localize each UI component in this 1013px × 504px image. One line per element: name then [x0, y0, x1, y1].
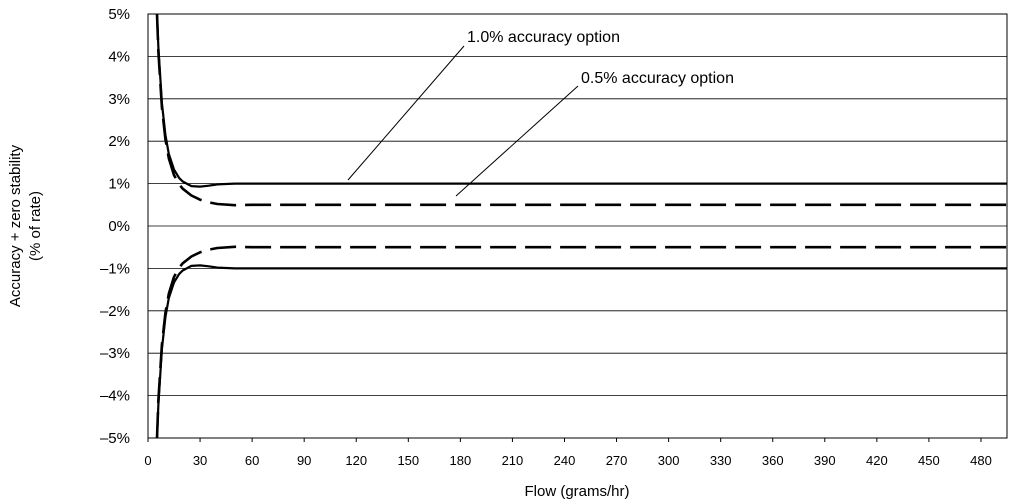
- y-axis-title: Accuracy + zero stability (% of rate): [7, 144, 44, 307]
- x-tick-label: 450: [918, 453, 940, 468]
- y-tick-label: 1%: [108, 176, 130, 193]
- series-line-1-lower: [155, 245, 1007, 439]
- x-tick-labels: 0 30 60 90 120 150 180 210 240 270 300 330 360 390 420…: [144, 438, 992, 468]
- x-tick-label: 390: [814, 453, 836, 468]
- y-tick-label: 2%: [108, 133, 130, 150]
- x-tick-label: 480: [970, 453, 992, 468]
- annotation-05pct-label: 0.5% accuracy option: [581, 70, 734, 87]
- x-tick-label: 90: [297, 453, 311, 468]
- y-axis-title-line1: Accuracy + zero stability: [7, 144, 24, 307]
- y-tick-label: –4%: [100, 388, 130, 405]
- x-tick-label: 240: [554, 453, 576, 468]
- y-tick-label: –2%: [100, 303, 130, 320]
- x-tick-label: 300: [658, 453, 680, 468]
- x-axis-title: Flow (grams/hr): [524, 483, 629, 500]
- x-tick-label: 210: [502, 453, 524, 468]
- annotation-leader-1pct: [347, 45, 465, 181]
- x-tick-label: 120: [345, 453, 367, 468]
- annotation-leader-05pct: [455, 85, 579, 197]
- x-tick-label: 360: [762, 453, 784, 468]
- y-tick-label: 3%: [108, 91, 130, 108]
- series-layer: [155, 13, 1007, 439]
- y-axis-title-line2: (% of rate): [27, 191, 44, 261]
- y-tick-label: –5%: [100, 430, 130, 447]
- y-tick-label: 0%: [108, 218, 130, 235]
- x-tick-label: 270: [606, 453, 628, 468]
- x-tick-label: 180: [450, 453, 472, 468]
- series-line-1-upper: [155, 13, 1007, 207]
- y-tick-label: –1%: [100, 260, 130, 277]
- annotations: 1.0% accuracy option 0.5% accuracy optio…: [347, 29, 734, 197]
- x-tick-label: 30: [193, 453, 207, 468]
- x-tick-label: 420: [866, 453, 888, 468]
- x-tick-label: 150: [397, 453, 419, 468]
- y-tick-label: 4%: [108, 48, 130, 65]
- y-tick-label: 5%: [108, 6, 130, 23]
- x-tick-label: 60: [245, 453, 259, 468]
- annotation-1pct-label: 1.0% accuracy option: [467, 29, 620, 46]
- y-tick-label: –3%: [100, 345, 130, 362]
- y-tick-labels: 5% 4% 3% 2% 1% 0% –1% –2% –3% –4% –5%: [100, 6, 130, 447]
- x-tick-label: 330: [710, 453, 732, 468]
- x-tick-label: 0: [144, 453, 151, 468]
